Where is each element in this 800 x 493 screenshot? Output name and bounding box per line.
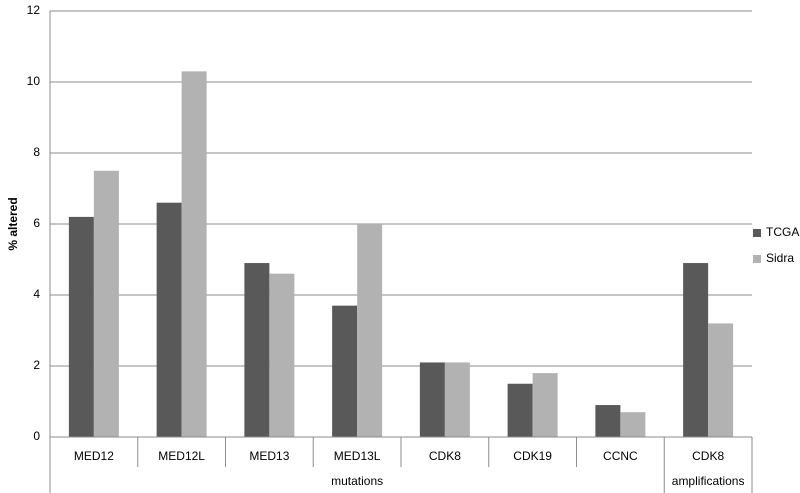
bar	[683, 263, 709, 437]
bar	[156, 202, 182, 437]
x-tick-label: MED13	[249, 449, 289, 463]
group-label: amplifications	[672, 474, 745, 488]
bar	[595, 405, 621, 437]
legend-label: Sidra	[766, 251, 794, 265]
y-tick-label: 4	[33, 287, 40, 301]
bar	[444, 362, 470, 437]
legend-label: TCGA	[766, 225, 799, 239]
bar	[181, 71, 207, 437]
y-tick-label: 10	[27, 74, 41, 88]
x-tick-label: MED12L	[158, 449, 205, 463]
y-tick-label: 8	[33, 145, 40, 159]
bar	[332, 305, 358, 437]
y-axis-label: % altered	[6, 197, 20, 250]
x-tick-label: CDK8	[692, 449, 724, 463]
bar	[269, 273, 295, 437]
bar	[532, 373, 558, 437]
bar	[357, 224, 383, 437]
x-tick-label: MED13L	[334, 449, 381, 463]
legend-swatch	[753, 229, 761, 237]
x-tick-label: MED12	[74, 449, 114, 463]
x-tick-label: CDK19	[513, 449, 552, 463]
y-tick-label: 12	[27, 3, 41, 17]
bar	[620, 412, 646, 437]
y-tick-label: 0	[33, 429, 40, 443]
x-tick-label: CCNC	[603, 449, 638, 463]
bar	[68, 216, 94, 437]
y-tick-label: 6	[33, 216, 40, 230]
legend-swatch	[753, 255, 761, 263]
bar	[419, 362, 445, 437]
y-tick-label: 2	[33, 358, 40, 372]
bar	[244, 263, 270, 437]
bar	[507, 383, 533, 437]
bar	[708, 323, 734, 437]
bar	[93, 170, 119, 437]
group-label: mutations	[331, 474, 383, 488]
x-tick-label: CDK8	[429, 449, 461, 463]
